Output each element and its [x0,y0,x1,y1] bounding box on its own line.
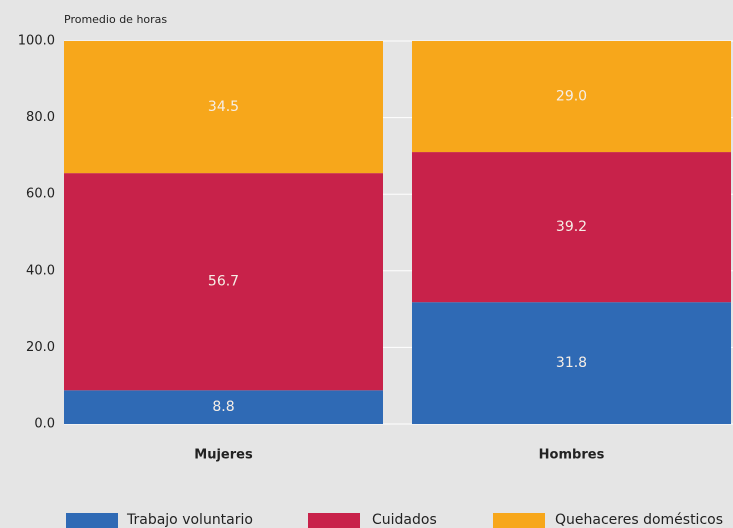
y-tick-label: 60.0 [26,187,55,202]
legend-label: Cuidados [372,512,437,528]
y-tick-label: 100.0 [18,34,55,49]
legend-label: Trabajo voluntario [126,512,253,528]
bar-segment [412,152,731,303]
x-tick-label: Mujeres [194,448,253,463]
data-label: 39.2 [556,219,587,235]
legend-swatch [493,513,545,528]
bar-segment [412,41,731,153]
y-axis-label: Promedio de horas [64,13,167,26]
bar-segment [64,41,383,174]
x-tick-label: Hombres [539,448,605,463]
legend-label: Quehaceres domésticos [555,512,723,528]
legend-swatch [308,513,360,528]
y-tick-label: 40.0 [26,263,55,278]
data-label: 56.7 [208,274,239,290]
bar-segment [64,390,383,424]
data-label: 29.0 [556,89,587,105]
legend-swatch [66,513,118,528]
y-tick-label: 20.0 [26,340,55,355]
data-label: 8.8 [212,399,234,415]
bar-segment [412,302,731,424]
y-tick-label: 80.0 [26,110,55,125]
data-label: 31.8 [556,355,587,371]
data-label: 34.5 [208,99,239,115]
y-tick-label: 0.0 [34,417,55,432]
bar-segment [64,173,383,391]
